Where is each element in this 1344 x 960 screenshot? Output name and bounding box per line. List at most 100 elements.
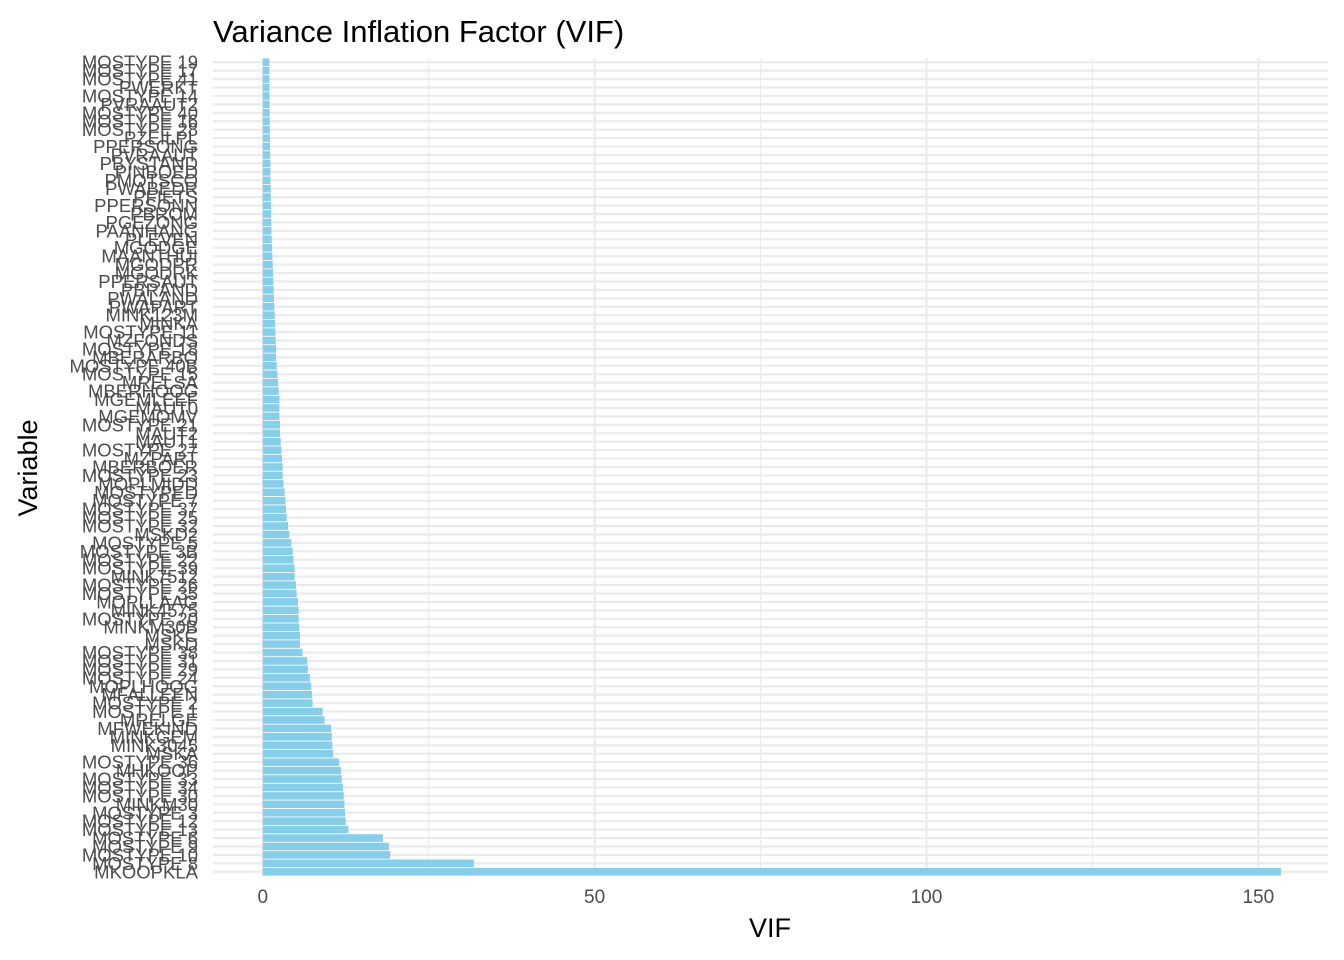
bar (262, 707, 323, 716)
bar (262, 716, 325, 724)
bar (262, 640, 300, 648)
bar (262, 277, 274, 286)
y-tick-label: MZPART (124, 448, 198, 469)
y-tick-label: MOSTYPE 35 (82, 583, 198, 604)
y-tick-label: PMOTSCO (104, 170, 198, 191)
y-tick-label: MOSTYPE 38 (82, 642, 198, 663)
bar (262, 75, 270, 83)
y-tick-label: MOSTYPE 9 (92, 836, 198, 857)
y-tick-label: MOSTYPE 41 (82, 69, 198, 90)
y-tick-label: MAANTHUI (101, 246, 198, 267)
y-tick-label: PPERSONN (94, 195, 198, 216)
y-tick-label: MOSTYPE 26 (82, 575, 198, 596)
y-tick-label: MOSTYPE 40B (69, 355, 198, 376)
bar (262, 513, 287, 522)
bar (262, 362, 277, 370)
y-tick-label: MOSTYPE 3B (80, 541, 198, 562)
y-tick-label: MFALLEEN (101, 684, 198, 705)
bar (262, 387, 279, 395)
y-tick-label: MOSTYPE 39 (82, 558, 198, 579)
y-tick-label: MKOOPKLA (94, 861, 198, 882)
y-tick-label: MOSTYPE 27 (82, 440, 198, 461)
y-tick-label: MINK7512 (111, 566, 198, 587)
y-tick-label: MRELSA (122, 372, 199, 393)
y-tick-label: MOSTYPE 37 (82, 499, 198, 520)
bar (262, 842, 389, 851)
y-tick-label: PLEVEN (125, 229, 198, 250)
bar (262, 792, 344, 800)
y-tick-label: PBRAND (121, 279, 198, 300)
x-tick-label: 100 (911, 887, 943, 908)
bar (262, 758, 340, 766)
grid (213, 58, 1328, 876)
bar (262, 294, 275, 303)
y-tick-label: MOPLMIDD (98, 473, 198, 494)
y-tick-label: MOSTYPE 21 (82, 414, 198, 435)
y-tick-label: MOSTYPE 34 (82, 777, 198, 798)
y-tick-label: MGEMOMV (98, 406, 198, 427)
y-tick-label: MOSTYPE 2 (92, 693, 198, 714)
bar (262, 109, 270, 117)
y-tick-label: MZFONDS (107, 330, 198, 351)
y-tick-label: MHKOOP (116, 760, 198, 781)
y-tick-label: MOSTYPE 25 (82, 507, 198, 528)
bar (262, 749, 334, 758)
bar (262, 724, 332, 733)
y-tick-label: MOSTYPE 20 (82, 608, 198, 629)
bar (262, 134, 270, 142)
bar (262, 218, 272, 227)
bar (262, 808, 346, 817)
y-tick-label: MOSTYPE 19 (82, 52, 198, 73)
bar (262, 421, 281, 429)
bar (262, 168, 271, 176)
bar (262, 193, 271, 201)
x-axis-title: VIF (749, 913, 791, 943)
bar (262, 353, 277, 362)
y-tick-label: MINKM30 (116, 794, 198, 815)
bar (262, 690, 312, 699)
bar (262, 614, 299, 623)
bar (262, 235, 272, 244)
bar (262, 142, 271, 151)
y-tick-label: MBERBOER (92, 457, 198, 478)
bar (262, 412, 280, 421)
y-tick-label: PVRAAUT (111, 144, 198, 165)
bar (262, 345, 277, 353)
bar (262, 159, 271, 168)
bar (262, 648, 303, 657)
y-tick-label: PWABEDR (105, 178, 198, 199)
bar (262, 311, 275, 320)
y-tick-label: MGODPR (115, 254, 198, 275)
y-tick-label: MSKD2 (134, 524, 198, 545)
y-tick-label: MOSTYPE 32 (82, 516, 198, 537)
bar (262, 572, 295, 581)
y-tick-label: MOSTYPE 18 (82, 338, 198, 359)
bar (262, 733, 332, 741)
y-tick-label: MOSTYPE 10 (82, 844, 198, 865)
bar (262, 859, 474, 868)
bar (262, 775, 342, 783)
bar (262, 176, 271, 185)
bar (262, 210, 272, 218)
y-tick-label: MOSTYPE 31 (82, 650, 198, 671)
bar (262, 260, 273, 269)
bar (262, 547, 293, 556)
bar (262, 631, 300, 640)
bar (262, 429, 281, 438)
x-tick-label: 150 (1242, 887, 1274, 908)
y-tick-label: MOSTYPE 5 (92, 532, 198, 553)
y-tick-label: PWALAND (107, 288, 198, 309)
y-tick-label: MOSTYPE 30 (82, 785, 198, 806)
y-tick-label: MGODRK (115, 263, 199, 284)
y-tick-label: PVRAAUT2 (100, 94, 198, 115)
y-tick-label: PBYSTAND (100, 153, 198, 174)
y-tick-label: PWERKT (119, 77, 198, 98)
x-tick-label: 50 (584, 887, 605, 908)
bar (262, 404, 280, 412)
bar (262, 851, 391, 859)
bar (262, 867, 1281, 876)
y-tick-label: MOSTYPE 17 (82, 60, 198, 81)
y-tick-label: MOSTYPE 16 (82, 111, 198, 132)
y-tick-label: MOSTYPE 15 (82, 364, 198, 385)
bar (262, 328, 276, 336)
